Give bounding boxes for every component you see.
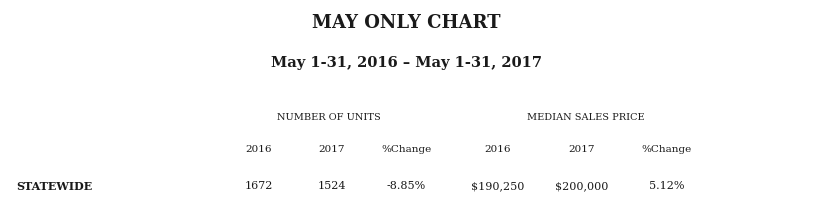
Text: 2016: 2016	[485, 144, 511, 153]
Text: 5.12%: 5.12%	[649, 180, 685, 190]
Text: 2017: 2017	[568, 144, 594, 153]
Text: %Change: %Change	[641, 144, 692, 153]
Text: %Change: %Change	[381, 144, 432, 153]
Text: $190,250: $190,250	[471, 180, 524, 190]
Text: MEDIAN SALES PRICE: MEDIAN SALES PRICE	[527, 112, 644, 121]
Text: STATEWIDE: STATEWIDE	[16, 180, 93, 191]
Text: $200,000: $200,000	[554, 180, 608, 190]
Text: 1672: 1672	[245, 180, 272, 190]
Text: 2016: 2016	[246, 144, 272, 153]
Text: 1524: 1524	[317, 180, 346, 190]
Text: May 1-31, 2016 – May 1-31, 2017: May 1-31, 2016 – May 1-31, 2017	[271, 56, 542, 70]
Text: NUMBER OF UNITS: NUMBER OF UNITS	[277, 112, 381, 121]
Text: MAY ONLY CHART: MAY ONLY CHART	[312, 14, 501, 32]
Text: -8.85%: -8.85%	[387, 180, 426, 190]
Text: 2017: 2017	[319, 144, 345, 153]
